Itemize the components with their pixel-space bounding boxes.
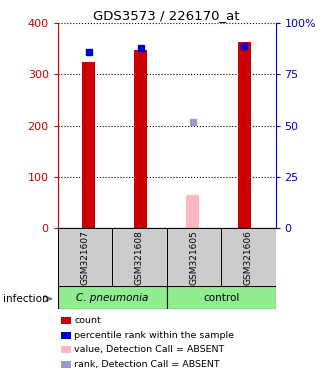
Text: percentile rank within the sample: percentile rank within the sample — [74, 331, 234, 340]
Text: C. pneumonia: C. pneumonia — [76, 293, 148, 303]
Bar — [134, 50, 147, 228]
Text: rank, Detection Call = ABSENT: rank, Detection Call = ABSENT — [74, 360, 220, 369]
Text: count: count — [74, 316, 101, 325]
Bar — [186, 195, 199, 228]
Bar — [58, 286, 167, 309]
Text: control: control — [203, 293, 239, 303]
Text: GSM321607: GSM321607 — [81, 230, 89, 285]
Bar — [112, 228, 167, 286]
Text: value, Detection Call = ABSENT: value, Detection Call = ABSENT — [74, 345, 224, 354]
Bar — [221, 228, 276, 286]
Bar — [58, 228, 112, 286]
Title: GDS3573 / 226170_at: GDS3573 / 226170_at — [93, 9, 240, 22]
Bar — [167, 228, 221, 286]
Bar — [167, 286, 276, 309]
Text: GSM321606: GSM321606 — [244, 230, 253, 285]
Bar — [238, 42, 251, 228]
Text: GSM321608: GSM321608 — [135, 230, 144, 285]
Text: GSM321605: GSM321605 — [189, 230, 198, 285]
Bar — [82, 61, 95, 228]
Text: infection: infection — [3, 294, 49, 304]
